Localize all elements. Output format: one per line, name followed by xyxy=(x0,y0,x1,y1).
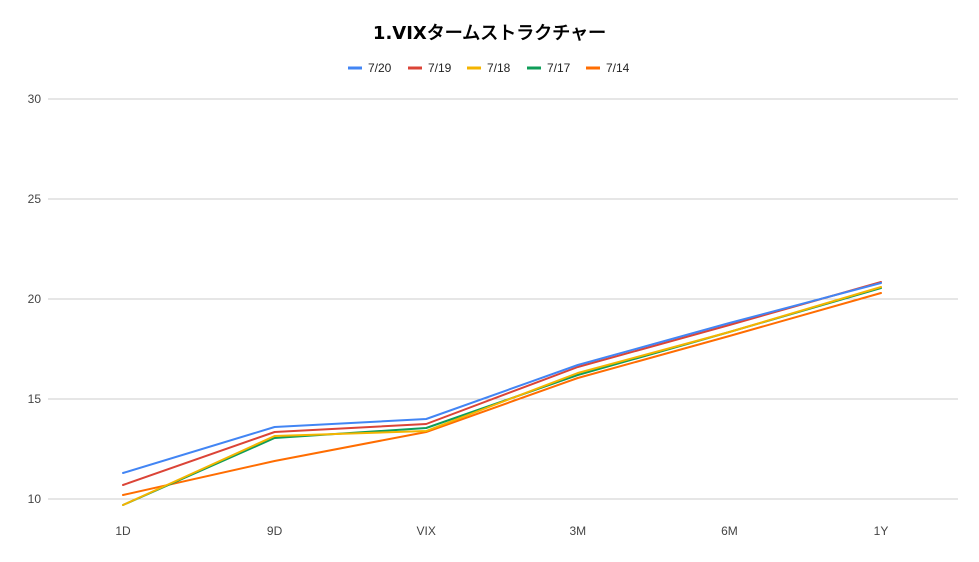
legend-label: 7/19 xyxy=(428,61,452,75)
x-tick-label: 3M xyxy=(569,524,586,538)
legend-label: 7/14 xyxy=(606,61,630,75)
x-axis-ticks: 1D 9D VIX 3M 6M 1Y xyxy=(115,524,888,538)
legend-label: 7/20 xyxy=(368,61,392,75)
x-tick-label: 1Y xyxy=(874,524,889,538)
x-tick-label: VIX xyxy=(417,524,436,538)
series-line xyxy=(122,292,882,496)
series-line xyxy=(122,286,882,506)
y-tick-label: 15 xyxy=(28,392,42,406)
gridlines xyxy=(48,98,958,500)
series-line xyxy=(122,281,882,486)
chart-title: 1.VIXタームストラクチャー xyxy=(373,23,606,44)
series-lines xyxy=(122,281,882,506)
y-tick-label: 10 xyxy=(28,492,42,506)
y-axis-ticks: 10 15 20 25 30 xyxy=(28,92,42,506)
x-tick-label: 6M xyxy=(721,524,738,538)
x-tick-label: 1D xyxy=(115,524,131,538)
series-line xyxy=(122,282,882,474)
legend-label: 7/17 xyxy=(547,61,571,75)
legend-label: 7/18 xyxy=(487,61,511,75)
legend: 7/20 7/19 7/18 7/17 7/14 xyxy=(348,61,630,75)
x-tick-label: 9D xyxy=(267,524,283,538)
y-tick-label: 20 xyxy=(28,292,42,306)
y-tick-label: 30 xyxy=(28,92,42,106)
y-tick-label: 25 xyxy=(28,192,42,206)
